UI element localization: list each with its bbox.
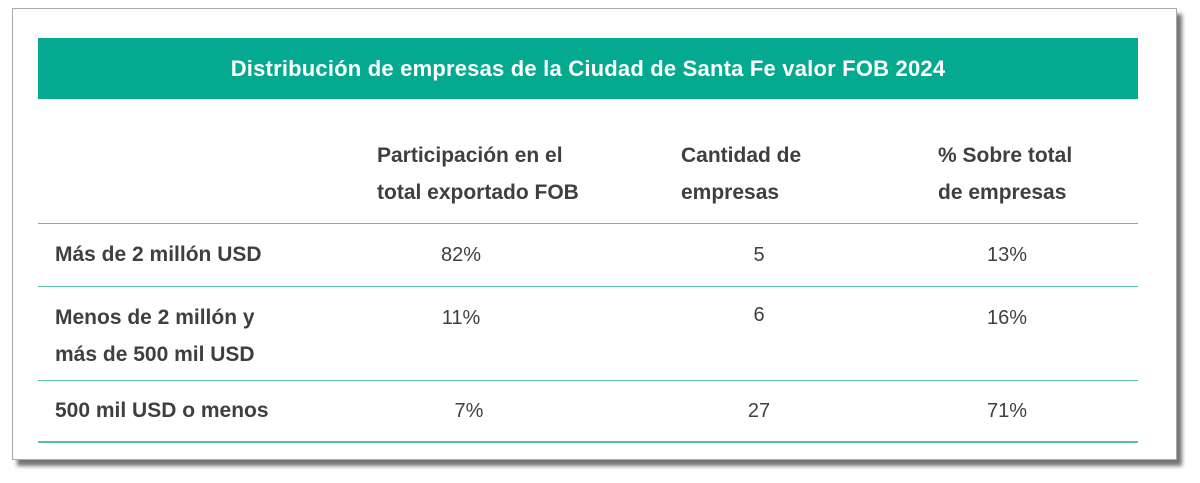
table-cell: 27 <box>747 400 771 422</box>
row-label-500-mil-o-menos: 500 mil USD o menos <box>55 399 269 422</box>
table-cell: 13% <box>986 244 1028 266</box>
column-header-participacion: Participación en el total exportado FOB <box>377 144 579 204</box>
table-title: Distribución de empresas de la Ciudad de… <box>38 38 1138 99</box>
table-cell: 5 <box>753 244 765 266</box>
row-divider <box>38 380 1138 381</box>
row-label-menos-de-2-millon: Menos de 2 millón y más de 500 mil USD <box>55 306 255 366</box>
row-divider <box>38 286 1138 287</box>
row-label-mas-de-2-millon: Más de 2 millón USD <box>55 243 262 266</box>
header-divider <box>38 223 1138 224</box>
table-bottom-rule <box>38 441 1138 443</box>
table-cell: 7% <box>454 400 484 422</box>
table-cell: 6 <box>753 304 765 326</box>
table-card: Distribución de empresas de la Ciudad de… <box>12 8 1177 460</box>
table-cell: 16% <box>986 307 1028 329</box>
table-cell: 11% <box>441 307 481 329</box>
table-cell: 82% <box>440 244 482 266</box>
table-cell: 71% <box>986 400 1028 422</box>
column-header-cantidad: Cantidad de empresas <box>681 144 802 204</box>
column-header-porcentaje: % Sobre total de empresas <box>938 144 1073 204</box>
